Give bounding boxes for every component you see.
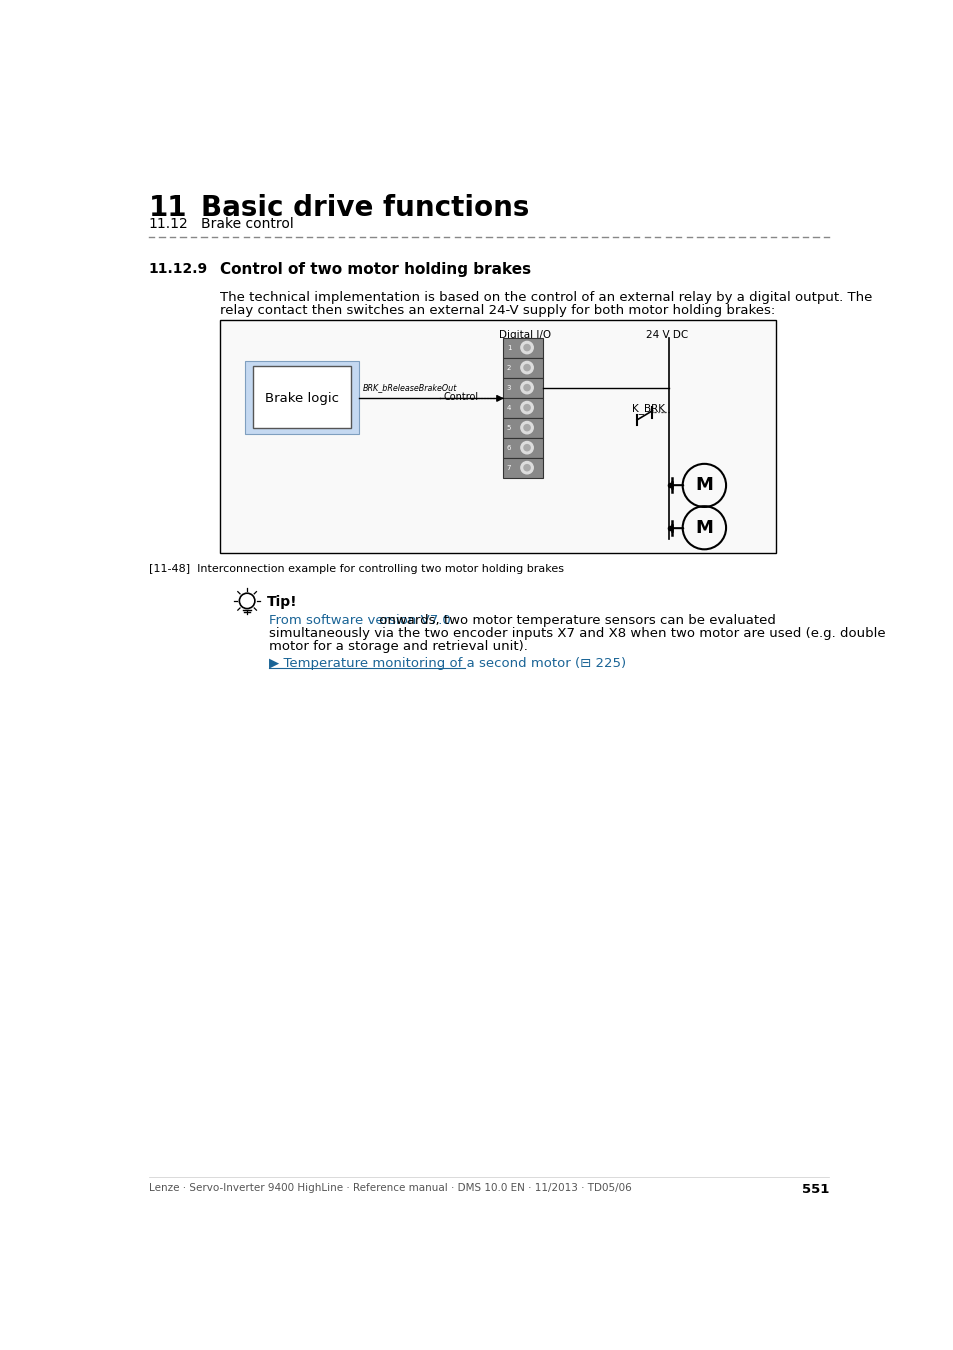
- Text: 11: 11: [149, 194, 187, 223]
- Text: 551: 551: [801, 1183, 828, 1196]
- Text: simultaneously via the two encoder inputs X7 and X8 when two motor are used (e.g: simultaneously via the two encoder input…: [269, 628, 884, 640]
- Text: K_BRK: K_BRK: [632, 404, 664, 414]
- Text: From software version V7.0: From software version V7.0: [269, 614, 450, 626]
- FancyBboxPatch shape: [245, 360, 359, 433]
- Text: M: M: [695, 518, 713, 537]
- Text: 1: 1: [506, 344, 511, 351]
- FancyBboxPatch shape: [253, 366, 351, 428]
- FancyBboxPatch shape: [502, 417, 542, 437]
- Text: onwards, two motor temperature sensors can be evaluated: onwards, two motor temperature sensors c…: [375, 614, 775, 626]
- FancyBboxPatch shape: [502, 437, 542, 458]
- Text: Brake control: Brake control: [200, 217, 294, 231]
- Text: BRK_bReleaseBrakeOut: BRK_bReleaseBrakeOut: [362, 383, 456, 392]
- Circle shape: [520, 342, 533, 354]
- Text: motor for a storage and retrieval unit).: motor for a storage and retrieval unit).: [269, 640, 527, 653]
- Text: 24 V DC: 24 V DC: [645, 329, 688, 340]
- Text: 4: 4: [506, 405, 511, 410]
- Text: 11.12: 11.12: [149, 217, 189, 231]
- Circle shape: [523, 364, 530, 371]
- Circle shape: [520, 382, 533, 394]
- Text: Basic drive functions: Basic drive functions: [200, 194, 529, 223]
- Circle shape: [523, 344, 530, 351]
- Text: ▶ Temperature monitoring of a second motor (⊟ 225): ▶ Temperature monitoring of a second mot…: [269, 657, 625, 670]
- Circle shape: [520, 401, 533, 414]
- Circle shape: [520, 462, 533, 474]
- Circle shape: [523, 405, 530, 410]
- Circle shape: [523, 464, 530, 471]
- FancyBboxPatch shape: [502, 378, 542, 398]
- Text: Control: Control: [443, 393, 477, 402]
- Circle shape: [523, 424, 530, 431]
- Text: relay contact then switches an external 24-V supply for both motor holding brake: relay contact then switches an external …: [220, 305, 775, 317]
- Text: 6: 6: [506, 444, 511, 451]
- Text: 7: 7: [506, 464, 511, 471]
- Text: [11-48]  Interconnection example for controlling two motor holding brakes: [11-48] Interconnection example for cont…: [149, 564, 563, 574]
- Text: 11.12.9: 11.12.9: [149, 262, 208, 277]
- Text: Tip!: Tip!: [266, 595, 296, 609]
- Text: Lenze · Servo-Inverter 9400 HighLine · Reference manual · DMS 10.0 EN · 11/2013 : Lenze · Servo-Inverter 9400 HighLine · R…: [149, 1183, 631, 1193]
- FancyBboxPatch shape: [502, 398, 542, 417]
- Text: M: M: [695, 477, 713, 494]
- Circle shape: [523, 385, 530, 390]
- Circle shape: [520, 441, 533, 454]
- Text: Brake logic: Brake logic: [265, 392, 339, 405]
- Text: Digital I/O: Digital I/O: [498, 329, 551, 340]
- FancyBboxPatch shape: [220, 320, 776, 554]
- Text: 3: 3: [506, 385, 511, 390]
- Text: 5: 5: [506, 425, 511, 431]
- Circle shape: [520, 362, 533, 374]
- Text: 2: 2: [506, 364, 511, 371]
- FancyBboxPatch shape: [502, 338, 542, 358]
- FancyBboxPatch shape: [502, 358, 542, 378]
- Text: The technical implementation is based on the control of an external relay by a d: The technical implementation is based on…: [220, 290, 871, 304]
- Circle shape: [523, 444, 530, 451]
- FancyBboxPatch shape: [502, 458, 542, 478]
- Text: Control of two motor holding brakes: Control of two motor holding brakes: [220, 262, 531, 277]
- Circle shape: [520, 421, 533, 433]
